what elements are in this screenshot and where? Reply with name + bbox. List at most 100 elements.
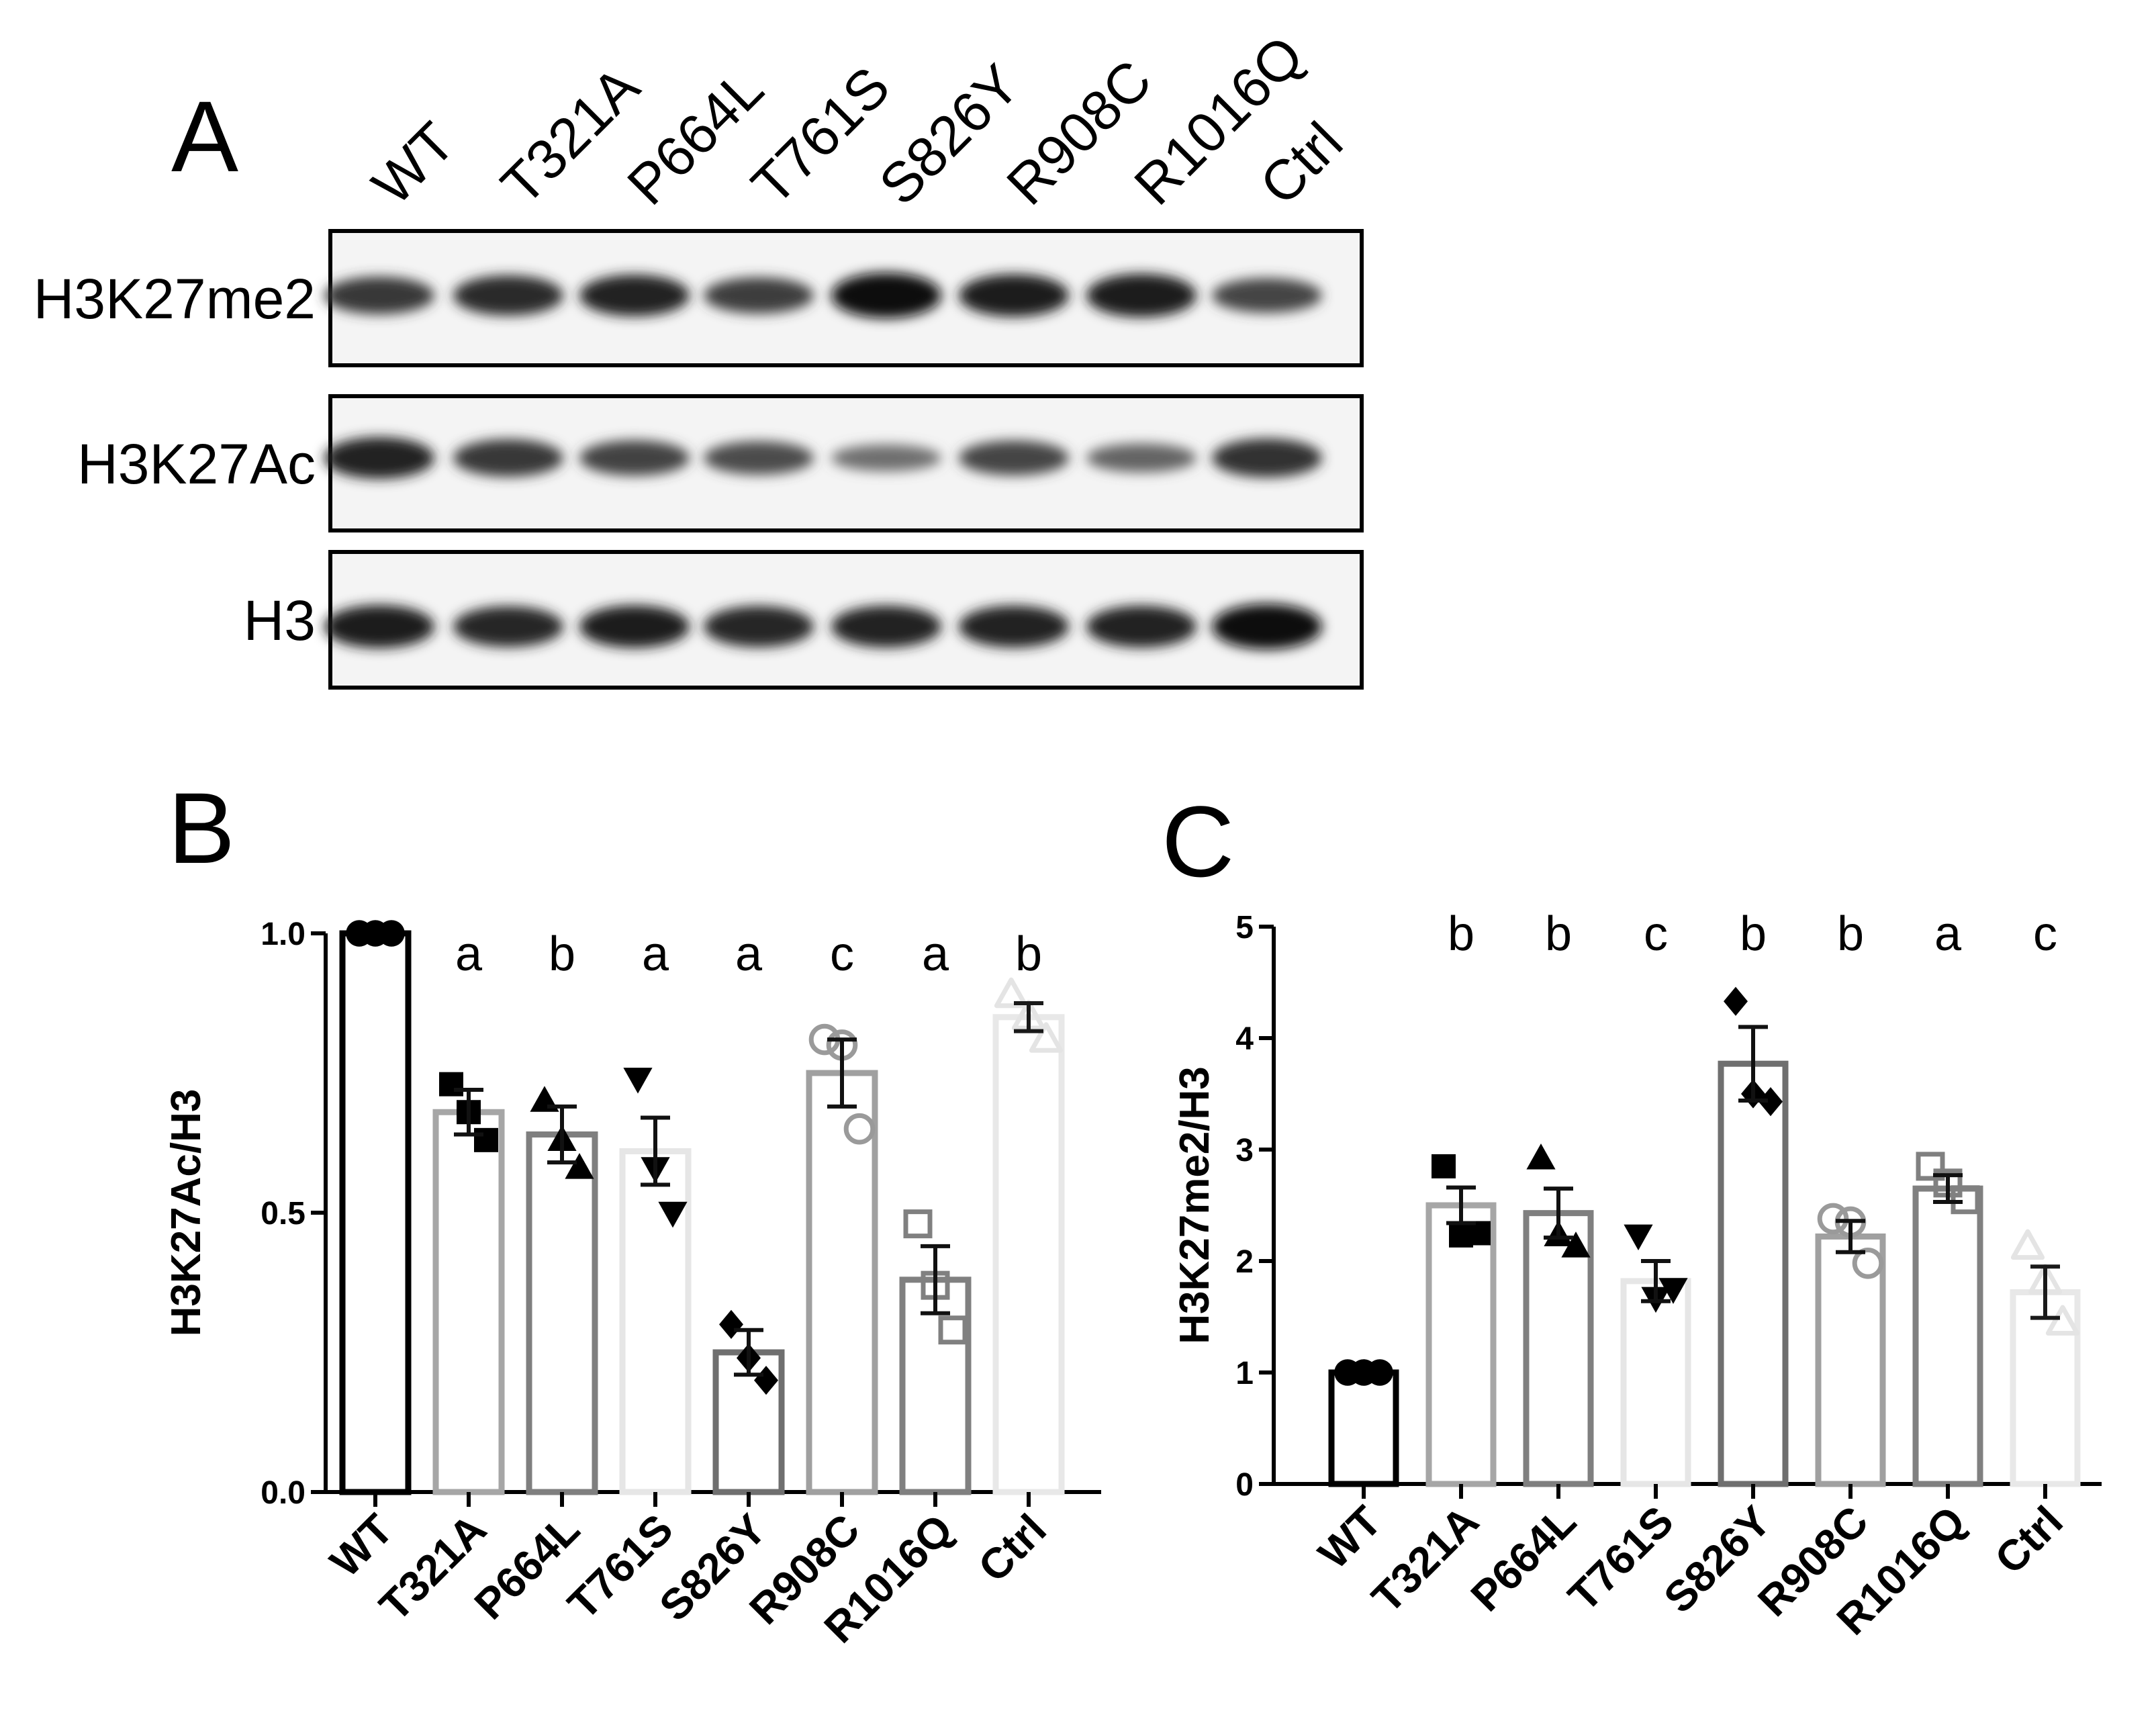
significance-letter: b	[1448, 907, 1474, 961]
significance-letter: b	[1545, 907, 1572, 961]
blot-band	[831, 273, 941, 318]
data-point	[2045, 1305, 2080, 1336]
blot-band	[1086, 273, 1197, 318]
data-point	[1852, 1248, 1884, 1279]
data-point	[903, 1209, 933, 1239]
lane-label: Ctrl	[1248, 110, 1354, 217]
blot-band	[1086, 443, 1197, 473]
data-point	[2010, 1229, 2045, 1260]
data-point	[994, 977, 1029, 1009]
x-tick-label: P664L	[465, 1505, 589, 1628]
y-axis-title: H3K27me2/H3	[1172, 1066, 1218, 1344]
blot-band	[704, 441, 814, 475]
y-tick-label: 0.5	[261, 1196, 306, 1231]
significance-letter: b	[1837, 907, 1864, 961]
x-tick-label: T761S	[1559, 1497, 1683, 1620]
data-point	[1916, 1152, 1945, 1181]
bar	[1718, 1060, 1789, 1487]
bar	[339, 930, 412, 1495]
lane-label: T321A	[489, 54, 651, 216]
blot-band	[959, 605, 1069, 648]
data-point	[1624, 1224, 1653, 1251]
blot-band	[704, 606, 814, 647]
data-point	[1817, 1203, 1849, 1235]
data-point	[474, 1127, 498, 1152]
data-point	[843, 1113, 876, 1145]
data-point	[1029, 1022, 1064, 1053]
x-tick-label: WT	[321, 1505, 402, 1586]
bar	[806, 1070, 878, 1495]
significance-letter: a	[1934, 907, 1962, 961]
y-tick-label: 4	[1235, 1021, 1254, 1057]
y-axis-title: H3K27Ac/H3	[163, 1089, 209, 1337]
lane-label: R908C	[994, 48, 1163, 216]
data-point	[439, 1072, 463, 1097]
blot-band	[959, 440, 1069, 475]
lane-label: S826Y	[867, 52, 1031, 217]
blot-band	[704, 277, 814, 314]
x-tick-label: T321A	[370, 1505, 496, 1630]
x-tick-label: P664L	[1462, 1497, 1585, 1620]
significance-letter: a	[455, 927, 483, 981]
panel-label-a: A	[171, 80, 238, 193]
blot-row-label: H3K27Ac	[77, 432, 316, 496]
y-tick-label: 5	[1235, 910, 1254, 945]
blot-band	[453, 439, 563, 477]
significance-letter: a	[735, 927, 763, 981]
blot-band	[831, 605, 941, 648]
blot-band	[1212, 278, 1322, 313]
blot-band	[324, 605, 434, 649]
lane-label: T761S	[739, 54, 901, 216]
blot-band	[453, 275, 563, 316]
data-point	[1658, 1278, 1688, 1304]
panel-label-b: B	[168, 772, 235, 884]
data-point	[378, 920, 405, 947]
y-tick-label: 1	[1235, 1356, 1254, 1391]
data-point	[754, 1366, 778, 1395]
blot-band	[959, 274, 1069, 317]
data-point	[719, 1309, 743, 1339]
data-point	[1951, 1185, 1980, 1215]
significance-letter: c	[1644, 907, 1668, 961]
data-point	[1432, 1154, 1456, 1178]
x-tick-label: Ctrl	[1985, 1497, 2072, 1583]
x-tick-label: T321A	[1362, 1497, 1488, 1622]
y-tick-label: 1.0	[261, 917, 306, 952]
panel-label-c: C	[1162, 785, 1234, 898]
blot-band	[324, 277, 434, 314]
significance-letter: b	[1740, 907, 1767, 961]
blot-row-label: H3	[244, 589, 316, 652]
data-point	[565, 1153, 594, 1179]
bar	[992, 1014, 1065, 1495]
blot-band	[453, 606, 563, 647]
bar	[526, 1131, 598, 1495]
y-tick-label: 0	[1235, 1467, 1254, 1503]
bar	[432, 1109, 505, 1495]
data-point	[1759, 1087, 1783, 1117]
y-tick-label: 3	[1235, 1133, 1254, 1168]
significance-letter: b	[549, 927, 575, 981]
lane-label: WT	[360, 110, 467, 217]
blot-band	[579, 605, 690, 648]
y-tick-label: 0.0	[261, 1475, 306, 1511]
blot-band	[1086, 605, 1197, 648]
significance-letter: b	[1015, 927, 1042, 981]
bar	[1328, 1369, 1399, 1487]
data-point	[1561, 1231, 1591, 1258]
chart-c-h3k27me2: 012345H3K27me2/H3WTT321AbP664LbT761ScS82…	[1172, 907, 2102, 1644]
data-point	[1526, 1143, 1556, 1170]
blot-band	[1212, 438, 1322, 477]
data-point	[1366, 1359, 1393, 1386]
blot-band	[1212, 604, 1322, 650]
y-tick-label: 2	[1235, 1244, 1254, 1280]
chart-b-h3k27ac: 0.00.51.0H3K27Ac/H3WTT321AaP664LbT761SaS…	[163, 917, 1101, 1652]
blot-band	[579, 275, 690, 316]
data-point	[623, 1068, 653, 1094]
x-tick-label: Ctrl	[969, 1505, 1056, 1591]
bar	[1912, 1185, 1983, 1487]
blot-band	[579, 440, 690, 476]
x-tick-label: WT	[1309, 1497, 1391, 1578]
data-point	[658, 1201, 688, 1228]
blot-band	[324, 437, 434, 479]
